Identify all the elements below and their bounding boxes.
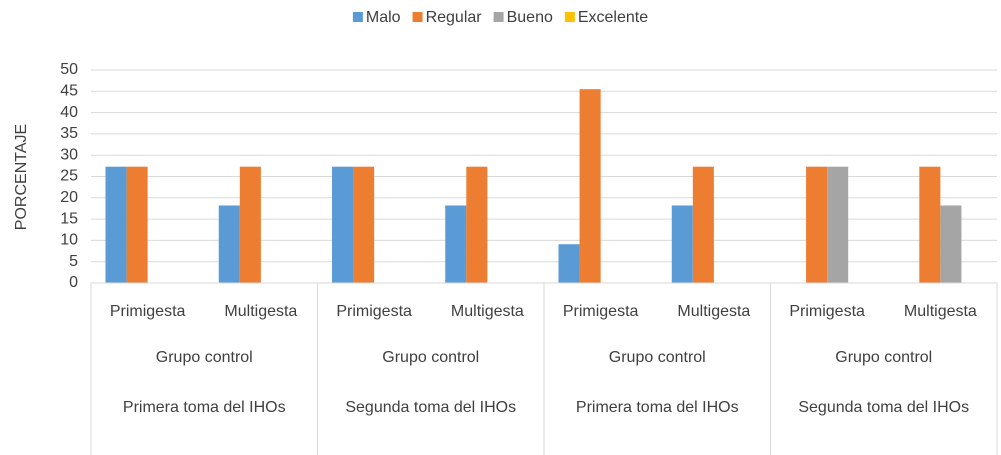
bar <box>919 166 941 283</box>
x-tick-label: Primigesta <box>336 303 412 320</box>
x-tick-label: Primigesta <box>110 303 186 320</box>
y-axis-label: PORCENTAJE <box>13 124 30 230</box>
bar <box>445 205 467 283</box>
y-tick-label: 15 <box>60 210 78 227</box>
bar <box>105 166 127 283</box>
outer-label: Segunda toma del IHOs <box>345 399 516 416</box>
x-tick-label: Primigesta <box>789 303 865 320</box>
y-tick-label: 25 <box>60 168 78 185</box>
bar <box>466 166 488 283</box>
group-label: Grupo control <box>382 349 479 366</box>
y-tick-label: 0 <box>69 274 78 291</box>
y-tick-label: 30 <box>60 146 78 163</box>
bar <box>827 166 849 283</box>
bar <box>331 166 354 283</box>
group-label: Grupo control <box>156 349 253 366</box>
bar <box>940 205 962 283</box>
group-label: Grupo control <box>609 349 706 366</box>
outer-label: Primera toma del IHOs <box>576 399 739 416</box>
legend-label: Malo <box>366 9 401 26</box>
x-tick-label: Multigesta <box>451 303 524 320</box>
bar <box>579 89 601 283</box>
x-tick-label: Multigesta <box>677 303 750 320</box>
y-tick-label: 10 <box>60 232 78 249</box>
x-tick-label: Multigesta <box>224 303 297 320</box>
legend-swatch <box>564 12 575 22</box>
bar <box>218 205 240 283</box>
legend-swatch <box>412 12 423 22</box>
legend-label: Regular <box>426 9 483 26</box>
y-tick-label: 20 <box>60 189 78 206</box>
legend-swatch <box>493 12 504 22</box>
outer-label: Segunda toma del IHOs <box>798 399 969 416</box>
group-label: Grupo control <box>835 349 932 366</box>
outer-label: Primera toma del IHOs <box>123 399 286 416</box>
bar <box>558 244 580 283</box>
y-tick-label: 40 <box>60 104 78 121</box>
x-tick-label: Primigesta <box>563 303 639 320</box>
bar <box>671 205 693 283</box>
bar <box>353 166 375 283</box>
y-tick-label: 5 <box>69 253 78 270</box>
bar <box>126 166 148 283</box>
y-tick-label: 45 <box>60 83 78 100</box>
y-tick-label: 35 <box>60 125 78 142</box>
x-tick-label: Multigesta <box>904 303 977 320</box>
legend-label: Bueno <box>507 9 553 26</box>
bar <box>692 166 714 283</box>
legend: Malo Regular Bueno Excelente <box>352 9 648 26</box>
legend-label: Excelente <box>578 9 648 26</box>
legend-swatch <box>352 12 363 22</box>
y-tick-label: 50 <box>60 61 78 78</box>
bar <box>239 166 261 283</box>
bar <box>806 166 828 283</box>
